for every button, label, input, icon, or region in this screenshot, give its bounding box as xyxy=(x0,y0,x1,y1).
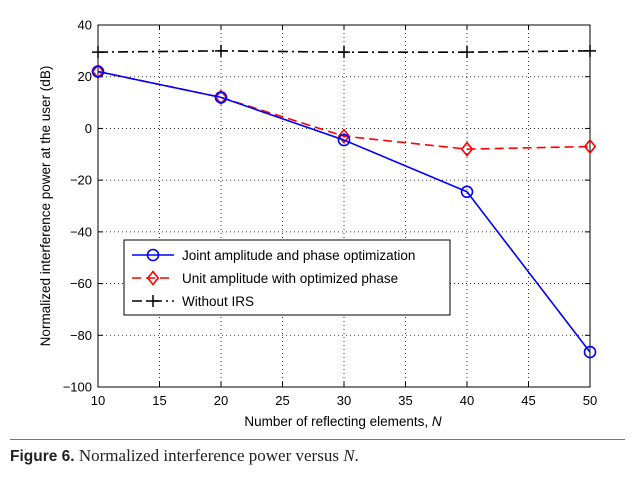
series-marker xyxy=(214,91,228,104)
series-marker xyxy=(584,44,596,57)
y-tick-label: 40 xyxy=(78,18,92,33)
caption-text: Normalized interference power versus xyxy=(74,446,344,465)
legend-label: Without IRS xyxy=(182,294,254,309)
x-tick-label: 15 xyxy=(152,393,166,408)
series-marker xyxy=(460,185,474,199)
series-line xyxy=(97,70,591,150)
grid xyxy=(98,25,590,387)
legend-label: Unit amplitude with optimized phase xyxy=(182,271,398,286)
series-marker xyxy=(338,46,350,59)
y-tick-label: −80 xyxy=(70,328,92,343)
legend-box xyxy=(123,239,451,316)
series-marker xyxy=(337,128,351,144)
legend-marker xyxy=(146,248,160,262)
series-line xyxy=(97,70,591,353)
caption-label: Figure 6. xyxy=(10,448,75,465)
series-marker xyxy=(337,133,351,147)
series-marker xyxy=(91,63,105,80)
series-marker xyxy=(583,345,597,359)
x-tick-label: 50 xyxy=(583,393,597,408)
x-tick-label: 35 xyxy=(398,393,412,408)
x-tick-label: 10 xyxy=(91,393,105,408)
series-marker xyxy=(461,46,473,59)
axes: 10 15 20 25 30 35 40 45 50 −100 −80 −60 −40 −20 0 20 40 xyxy=(63,18,598,409)
series-marker xyxy=(92,46,104,59)
x-axis-title: Number of reflecting elements, N xyxy=(244,414,442,429)
series-1 xyxy=(91,63,597,157)
legend-label: Joint amplitude and phase optimization xyxy=(182,248,415,263)
series-marker xyxy=(215,44,227,57)
caption-variable: N xyxy=(343,446,355,465)
x-axis-title-variable: N xyxy=(432,414,442,429)
y-tick-label: −40 xyxy=(70,224,92,239)
series-marker xyxy=(91,65,105,78)
figure-caption: Figure 6. Normalized interference power … xyxy=(10,446,359,466)
caption-end: . xyxy=(354,446,359,465)
series-2 xyxy=(92,44,596,59)
y-tick-label: 20 xyxy=(78,69,92,84)
legend-marker xyxy=(146,270,160,286)
x-tick-label: 45 xyxy=(521,393,535,408)
x-tick-label: 20 xyxy=(214,393,228,408)
y-tick-label: −60 xyxy=(70,276,92,291)
series xyxy=(91,44,597,359)
legend-marker xyxy=(147,295,159,307)
series-0 xyxy=(91,65,597,359)
y-tick-label: −20 xyxy=(70,173,92,188)
y-axis-title: Normalized interference power at the use… xyxy=(38,66,53,347)
series-marker xyxy=(583,138,597,155)
x-tick-label: 40 xyxy=(460,393,474,408)
caption-divider xyxy=(10,439,625,440)
y-tick-label: 0 xyxy=(85,121,92,136)
y-tick-label: −100 xyxy=(63,380,92,395)
x-tick-label: 25 xyxy=(275,393,289,408)
legend: Joint amplitude and phase optimization Un… xyxy=(123,239,451,316)
chart: 10 15 20 25 30 35 40 45 50−100−80−60−40−2002040 … xyxy=(38,18,598,430)
x-tick-label: 30 xyxy=(337,393,351,408)
series-marker xyxy=(460,141,474,157)
x-axis-title-text: Number of reflecting elements, xyxy=(244,414,432,429)
series-marker xyxy=(214,89,228,106)
